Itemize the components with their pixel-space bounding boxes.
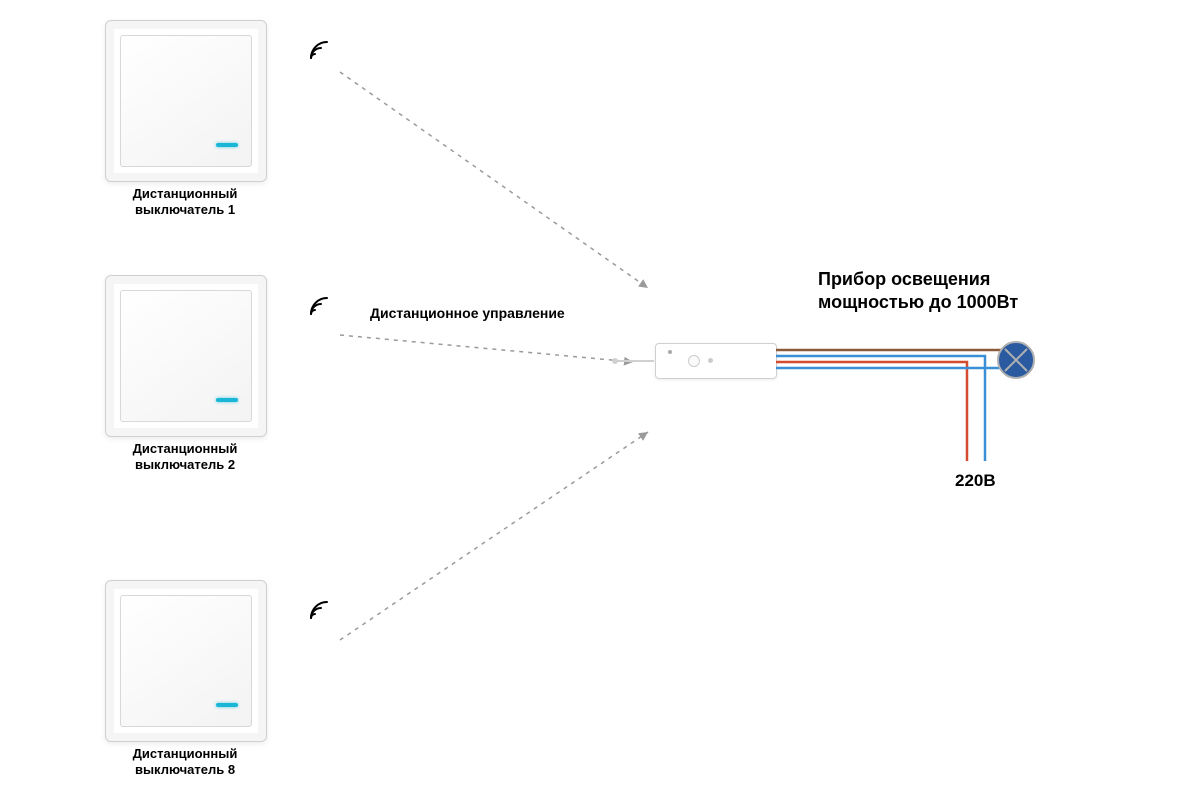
voltage-label: 220В [955, 470, 996, 491]
device-power-label: Прибор освещения мощностью до 1000Вт [818, 268, 1018, 313]
device-label-line1: Прибор освещения [818, 268, 1018, 291]
lamp-icon [996, 340, 1036, 380]
device-label-line2: мощностью до 1000Вт [818, 291, 1018, 314]
wires [0, 0, 1200, 800]
